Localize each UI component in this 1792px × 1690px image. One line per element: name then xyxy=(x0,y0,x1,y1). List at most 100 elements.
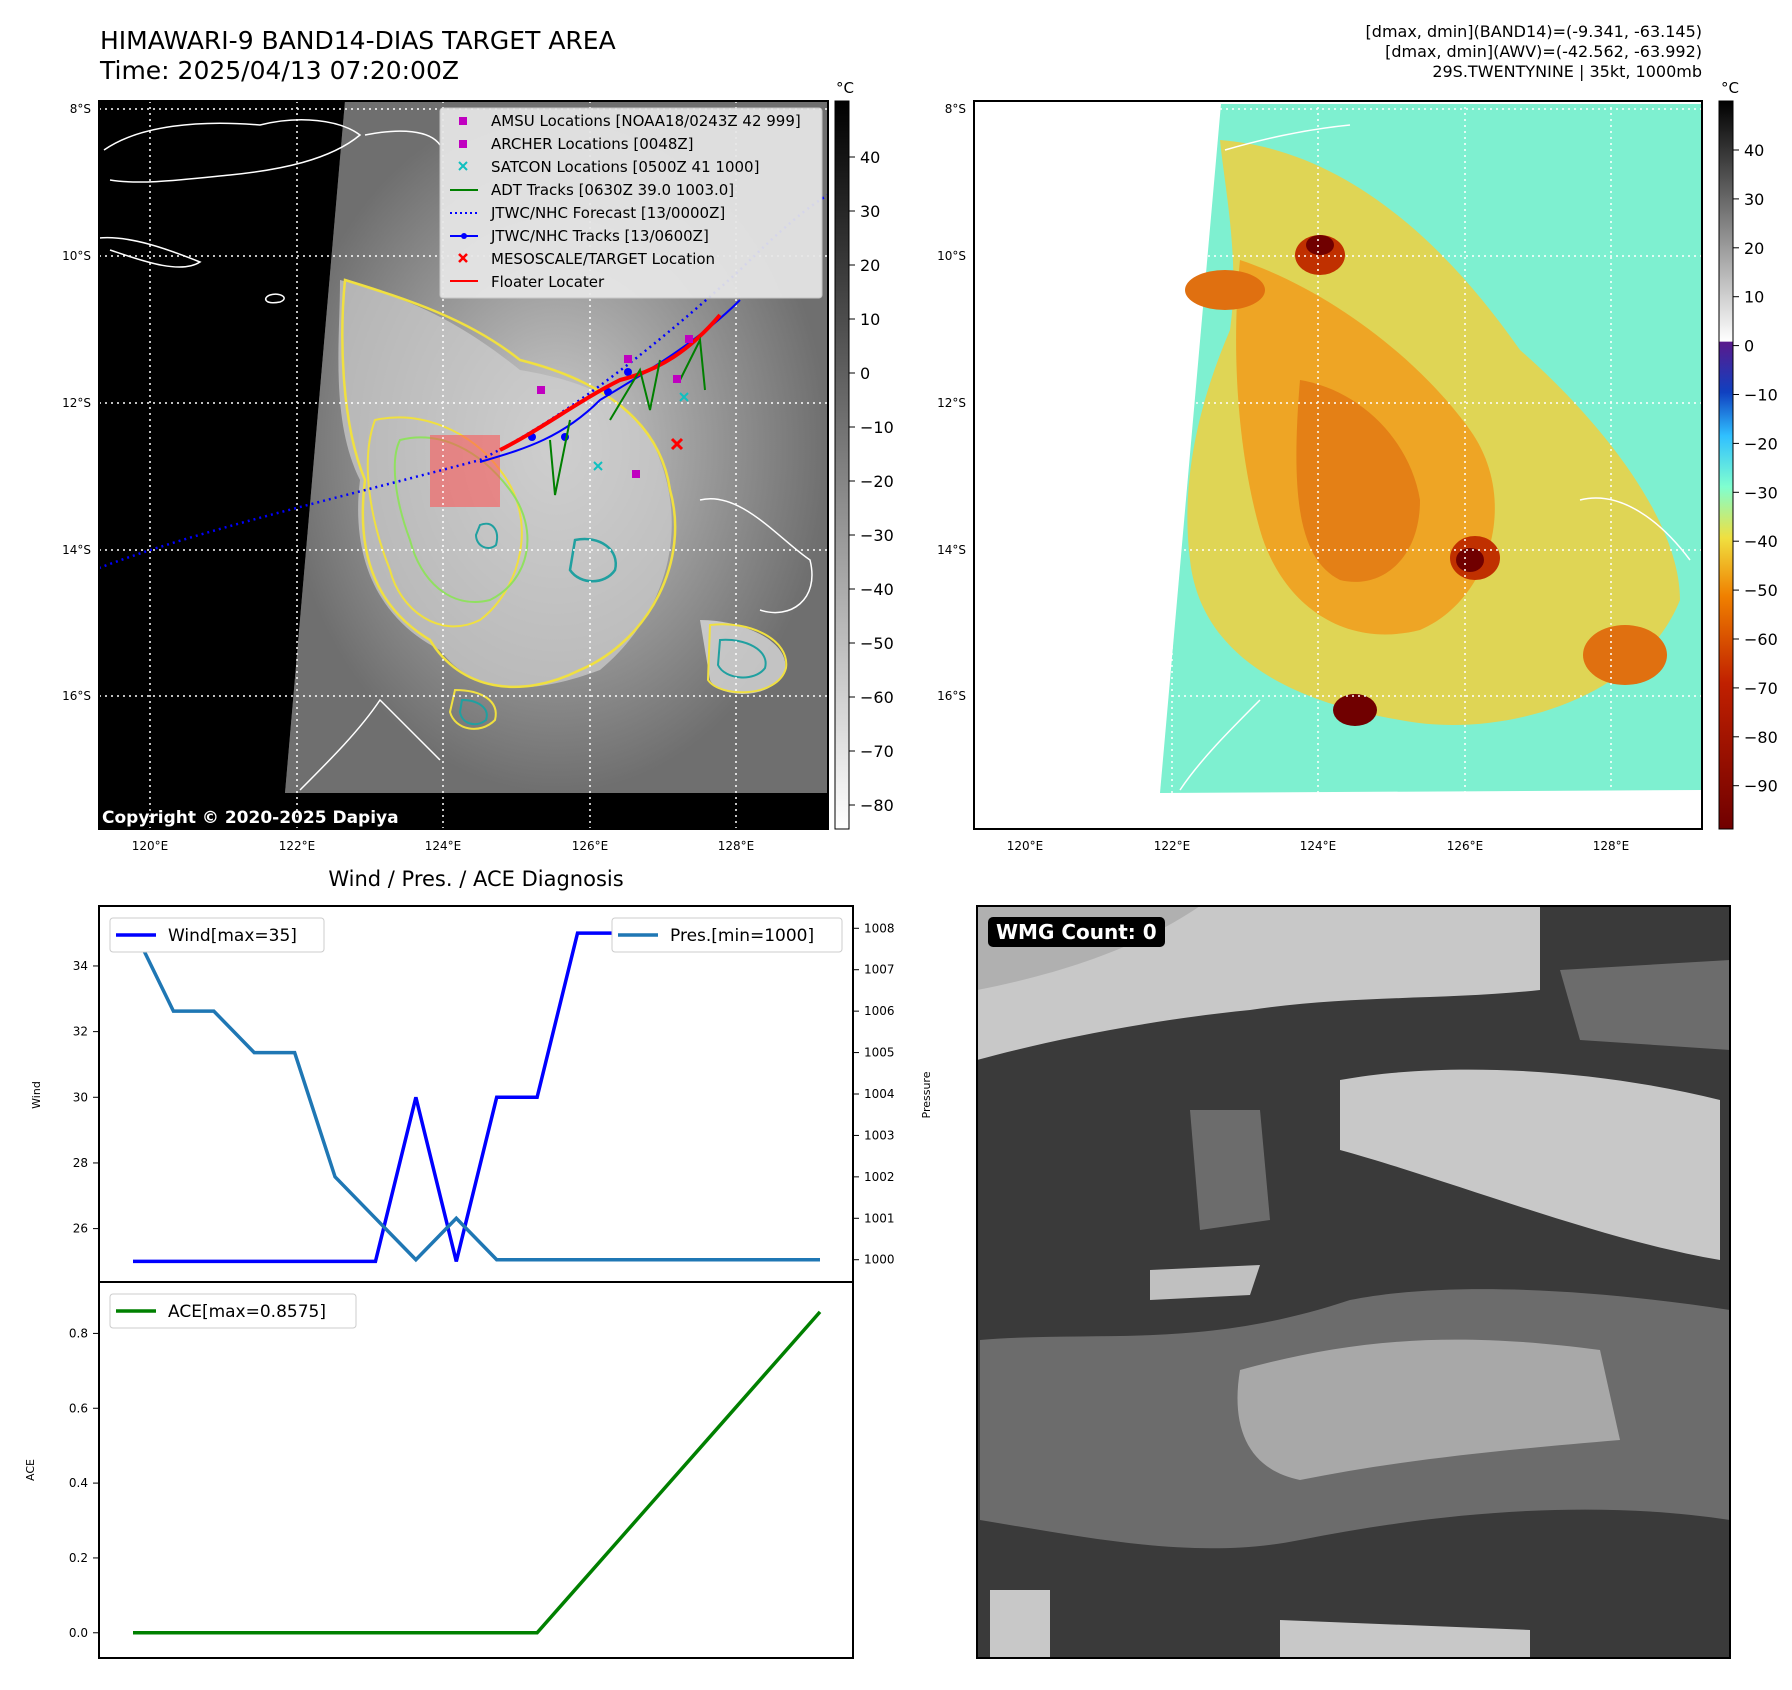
colorbar-tick: 20 xyxy=(1744,239,1764,258)
colorbar-tick: −70 xyxy=(860,742,894,761)
legend-adt: ADT Tracks [0630Z 39.0 1003.0] xyxy=(491,181,734,199)
lat-tick: 12°S xyxy=(62,396,91,410)
pressure-tick: 1007 xyxy=(864,963,895,977)
legend-satcon: SATCON Locations [0500Z 41 1000] xyxy=(491,158,759,176)
colorbar-tick: −30 xyxy=(1744,483,1778,502)
wind-pressure-chart: 26 28 30 32 34 1000 1001 1002 1003 1004 1005 1006 10… xyxy=(30,905,933,1283)
wmg-count-badge: WMG Count: 0 xyxy=(988,917,1165,947)
title-line-2: Time: 2025/04/13 07:20:00Z xyxy=(100,56,459,85)
ace-tick: 0.6 xyxy=(69,1401,88,1415)
lon-tick: 128°E xyxy=(1593,839,1630,853)
stats-band14: [dmax, dmin](BAND14)=(-9.341, -63.145) xyxy=(1365,22,1702,41)
figure-title: HIMAWARI-9 BAND14-DIAS TARGET AREA Time:… xyxy=(100,26,616,86)
ace-series-line xyxy=(133,1310,822,1635)
colorbar-tick: −40 xyxy=(1744,532,1778,551)
colorbar-tick: −80 xyxy=(860,796,894,815)
ace-tick: 0.0 xyxy=(69,1626,88,1640)
colorbar-unit: °C xyxy=(1721,79,1739,97)
lon-tick: 120°E xyxy=(1007,839,1044,853)
legend-mesoscale: MESOSCALE/TARGET Location xyxy=(491,250,715,268)
pressure-tick: 1003 xyxy=(864,1128,895,1142)
legend-archer: ARCHER Locations [0048Z] xyxy=(491,135,694,153)
wind-legend-label: Wind[max=35] xyxy=(168,926,297,946)
colorbar-tick: −50 xyxy=(860,634,894,653)
colorbar-tick: −60 xyxy=(1744,630,1778,649)
lon-tick: 124°E xyxy=(1300,839,1337,853)
ace-tick: 0.8 xyxy=(69,1326,88,1340)
title-line-1: HIMAWARI-9 BAND14-DIAS TARGET AREA xyxy=(100,26,616,55)
pressure-axis-label: Pressure xyxy=(920,1071,933,1118)
pressure-tick: 1000 xyxy=(864,1253,895,1267)
colorbar-tick: −70 xyxy=(1744,679,1778,698)
copyright-label: Copyright © 2020-2025 Dapiya xyxy=(102,808,399,828)
awv-map-panel xyxy=(973,100,1703,830)
colorbar-tick: −10 xyxy=(1744,386,1778,405)
colorbar-tick: −30 xyxy=(860,526,894,545)
colorbar-unit: °C xyxy=(836,79,854,97)
colorbar-tick: 0 xyxy=(1744,337,1754,356)
lon-tick: 122°E xyxy=(1154,839,1191,853)
lat-tick: 12°S xyxy=(937,396,966,410)
lon-tick: 126°E xyxy=(572,839,609,853)
awv-map-axis-ticks: 8°S 10°S 12°S 14°S 16°S 120°E 122°E 124°… xyxy=(937,102,1629,853)
map-axis-ticks: 8°S 10°S 12°S 14°S 16°S 120°E 122°E 124°… xyxy=(62,102,754,853)
pressure-tick: 1006 xyxy=(864,1004,895,1018)
colorbar-tick: 10 xyxy=(1744,288,1764,307)
colorbar-tick: −90 xyxy=(1744,777,1778,796)
pressure-tick: 1001 xyxy=(864,1211,895,1225)
lat-tick: 16°S xyxy=(937,689,966,703)
colorbar-left: °C 40 30 20 10 0 −10 −20 −30 −40 −50 −60 −70 −80 xyxy=(834,79,894,830)
ace-legend-label: ACE[max=0.8575] xyxy=(168,1302,326,1322)
wind-tick: 30 xyxy=(73,1090,88,1104)
ace-legend: ACE[max=0.8575] xyxy=(109,1293,357,1329)
colorbar-tick: −60 xyxy=(860,688,894,707)
legend-amsu: AMSU Locations [NOAA18/0243Z 42 999] xyxy=(491,112,801,130)
legend-floater: Floater Locater xyxy=(491,273,605,291)
colorbar-tick: 30 xyxy=(860,202,880,221)
map-legend: AMSU Locations [NOAA18/0243Z 42 999] ARC… xyxy=(439,107,823,299)
pressure-tick: 1005 xyxy=(864,1046,895,1060)
pressure-tick: 1004 xyxy=(864,1087,895,1101)
pressure-tick: 1002 xyxy=(864,1170,895,1184)
wind-tick: 32 xyxy=(73,1025,88,1039)
lon-tick: 126°E xyxy=(1447,839,1484,853)
colorbar-tick: −20 xyxy=(1744,434,1778,453)
colorbar-right: °C 40 30 20 10 0 −10 −20 −30 −40 −50 −60 −70 −80 −90 xyxy=(1718,79,1778,830)
pressure-tick: 1008 xyxy=(864,921,895,935)
lat-tick: 8°S xyxy=(945,102,966,116)
lon-tick: 128°E xyxy=(718,839,755,853)
colorbar-tick: −10 xyxy=(860,418,894,437)
lat-tick: 16°S xyxy=(62,689,91,703)
wind-axis-label: Wind xyxy=(30,1081,43,1109)
pressure-series-line xyxy=(131,927,820,1263)
wind-legend: Wind[max=35] xyxy=(109,917,325,953)
lat-tick: 8°S xyxy=(70,102,91,116)
diagnosis-title: Wind / Pres. / ACE Diagnosis xyxy=(328,867,623,891)
colorbar-tick: 10 xyxy=(860,310,880,329)
lon-tick: 124°E xyxy=(425,839,462,853)
wmg-panel xyxy=(976,905,1731,1659)
legend-jtwc-forecast: JTWC/NHC Forecast [13/0000Z] xyxy=(490,204,725,222)
stats-awv: [dmax, dmin](AWV)=(-42.562, -63.992) xyxy=(1385,42,1702,61)
wind-tick: 28 xyxy=(73,1156,88,1170)
pressure-legend-label: Pres.[min=1000] xyxy=(670,926,814,946)
colorbar-tick: −40 xyxy=(860,580,894,599)
ace-chart: 0.0 0.2 0.4 0.6 0.8 ACE ACE[max=0.8575] xyxy=(24,1281,854,1659)
colorbar-tick: 0 xyxy=(860,364,870,383)
colorbar-tick: −80 xyxy=(1744,728,1778,747)
colorbar-tick: 40 xyxy=(1744,141,1764,160)
ace-tick: 0.2 xyxy=(69,1551,88,1565)
lat-tick: 10°S xyxy=(62,249,91,263)
lon-tick: 122°E xyxy=(279,839,316,853)
colorbar-tick: 40 xyxy=(860,148,880,167)
colorbar-tick: −50 xyxy=(1744,581,1778,600)
ace-tick: 0.4 xyxy=(69,1476,88,1490)
lat-tick: 14°S xyxy=(62,543,91,557)
stats-block: [dmax, dmin](BAND14)=(-9.341, -63.145) [… xyxy=(1366,22,1702,82)
storm-info: 29S.TWENTYNINE | 35kt, 1000mb xyxy=(1432,62,1702,81)
colorbar-tick: −20 xyxy=(860,472,894,491)
lat-tick: 10°S xyxy=(937,249,966,263)
lon-tick: 120°E xyxy=(132,839,169,853)
ace-axis-label: ACE xyxy=(24,1459,37,1481)
